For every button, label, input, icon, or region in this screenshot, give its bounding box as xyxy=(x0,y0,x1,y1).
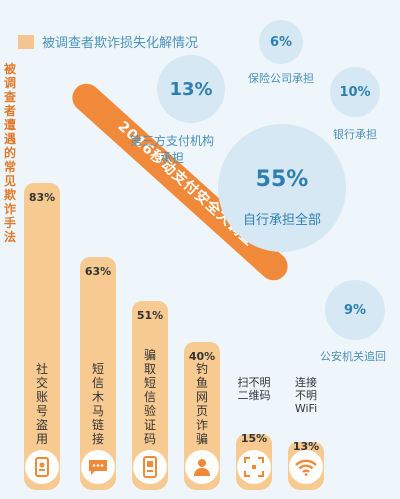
bar-category-label: 扫不明 xyxy=(237,376,271,389)
bar-category-label: 不明 xyxy=(295,389,317,402)
bar-category-label: 二维码 xyxy=(237,389,271,402)
phone-user-icon xyxy=(25,450,59,484)
fraud-methods-title: 被调查者遭遇的常见欺诈手法 xyxy=(4,62,17,244)
bubble-2: 13% xyxy=(157,55,225,123)
person-icon xyxy=(185,450,219,484)
bubble-percent: 13% xyxy=(169,78,213,100)
bubble-label: 第三方支付机构承担 xyxy=(130,134,215,165)
bubble-label: 保险公司承担 xyxy=(248,72,314,85)
bar-category-label: WiFi xyxy=(294,402,318,415)
bubble-percent: 6% xyxy=(269,34,293,50)
bar-value-label: 15% xyxy=(240,432,268,445)
bubble-3: 10% xyxy=(330,67,380,117)
bar-value-label: 83% xyxy=(28,191,56,204)
bubble-5: 9% xyxy=(325,280,385,340)
bar-category-label: 骗取短信验证码 xyxy=(144,348,157,446)
bar-value-label: 63% xyxy=(84,265,112,278)
wifi-icon xyxy=(289,450,323,484)
bubble-label: 银行承担 xyxy=(333,128,377,141)
bar-value-label: 13% xyxy=(292,440,320,453)
bubble-percent: 9% xyxy=(343,302,367,318)
header-square xyxy=(18,34,34,49)
loss-resolution-title: 被调查者欺诈损失化解情况 xyxy=(42,36,199,51)
bar-value-label: 40% xyxy=(188,350,216,363)
bar-value-label: 51% xyxy=(136,309,164,322)
bar-category-label: 短信木马链接 xyxy=(92,362,105,446)
bubble-4: 55% xyxy=(218,124,346,252)
bar-1 xyxy=(24,183,60,490)
bubble-percent: 55% xyxy=(255,166,309,192)
bar-category-label: 连接 xyxy=(295,376,317,389)
bar-category-label: 钓鱼网页诈骗 xyxy=(196,362,209,446)
bubble-label: 自行承担全部 xyxy=(242,213,321,228)
loss-resolution-header: 被调查者欺诈损失化解情况 xyxy=(18,32,198,51)
qr-scan-icon xyxy=(237,450,271,484)
phone-icon xyxy=(133,450,167,484)
bubble-label: 公安机关追回 xyxy=(320,350,386,363)
bubble-1: 6% xyxy=(259,20,303,64)
bar-category-label: 社交账号盗用 xyxy=(36,362,49,446)
bubble-percent: 10% xyxy=(339,84,371,100)
sms-icon xyxy=(81,450,115,484)
